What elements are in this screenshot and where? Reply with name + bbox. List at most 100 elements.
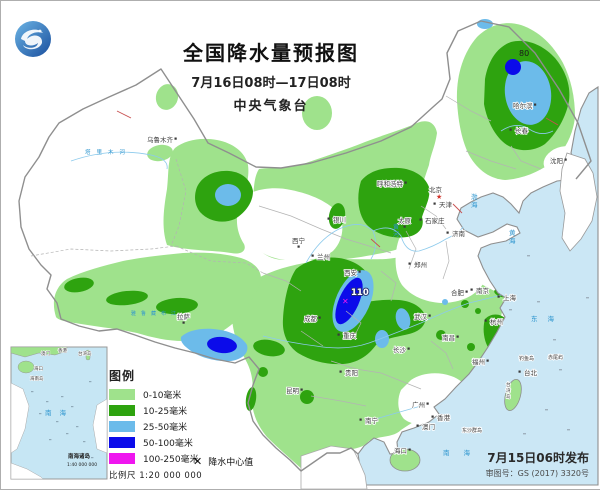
beijing-star-icon: ★: [436, 193, 442, 201]
inset-label-香港: 香港: [58, 347, 67, 354]
city-dot: [359, 418, 362, 421]
city-label-北京: 北京: [429, 185, 443, 194]
city-label-福州: 福州: [472, 357, 485, 366]
agency-name: 中央气象台: [233, 99, 309, 114]
taiwan-island: [504, 379, 522, 411]
city-dot: [318, 316, 321, 319]
inset-label-澳门: 澳门: [41, 350, 50, 357]
railway-lines: [116, 110, 559, 248]
city-dot: [534, 103, 537, 106]
city-dot: [419, 218, 422, 221]
inset-caption: 南海诸岛: [68, 452, 91, 460]
city-dot: [456, 335, 459, 338]
city-label-太原: 太原: [398, 216, 412, 225]
city-dot: [518, 370, 521, 373]
island-label-赤尾屿: 赤尾屿: [548, 354, 563, 361]
inset-label-海口: 海口: [34, 365, 43, 372]
city-label-香港: 香港: [437, 413, 451, 422]
city-label-拉萨: 拉萨: [177, 312, 191, 321]
sea-label-黄海: 黄海: [509, 228, 516, 245]
legend-label: 0-10毫米: [143, 391, 182, 401]
city-dot: [416, 424, 419, 427]
city-dot: [182, 321, 185, 324]
city-label-西安: 西安: [344, 268, 358, 277]
city-label-海口: 海口: [394, 446, 407, 455]
legend-swatch: [109, 405, 135, 416]
city-dot: [339, 370, 342, 373]
city-label-乌鲁木齐: 乌鲁木齐: [147, 135, 174, 144]
city-dot: [433, 202, 436, 205]
legend-swatch: [109, 389, 135, 400]
rain-center-symbol: ✕: [193, 455, 203, 468]
city-label-贵阳: 贵阳: [345, 368, 358, 377]
rain-center-mark: ✕: [342, 297, 349, 306]
legend-label: 10-25毫米: [143, 407, 188, 417]
legend-item: 25-50毫米: [109, 420, 199, 433]
inset-label-台湾岛: 台湾岛: [78, 350, 92, 357]
city-dot: [407, 347, 410, 350]
city-label-南宁: 南宁: [365, 416, 379, 425]
inset-scale: 1:40 000 000: [67, 462, 97, 468]
city-label-昆明: 昆明: [286, 387, 300, 395]
city-label-上海: 上海: [503, 293, 517, 302]
hainan-island: [389, 448, 421, 472]
city-label-台北: 台北: [524, 368, 538, 377]
city-label-兰州: 兰州: [317, 252, 330, 261]
inset-label-海南岛: 海南岛: [30, 375, 44, 382]
forecast-period: 7月16日08时—17日08时: [191, 76, 351, 91]
sea-label-东海: 东海: [531, 314, 564, 323]
legend-swatch: [109, 437, 135, 448]
city-dot: [470, 288, 473, 291]
rain-value-110: 110: [351, 288, 369, 298]
legend: 图例 0-10毫米 10-25毫米 25-50毫米 50-100毫米 100-250毫米: [109, 367, 199, 468]
city-dot: [408, 448, 411, 451]
legend-item: 50-100毫米: [109, 436, 199, 449]
sea-label-黄河: 黄河: [393, 223, 399, 239]
legend-item: 0-10毫米: [109, 388, 199, 401]
rivers: [70, 125, 554, 422]
city-dot: [564, 158, 567, 161]
city-dot: [358, 270, 361, 273]
page-title: 全国降水量预报图: [183, 41, 359, 65]
city-dot: [408, 262, 411, 265]
sea-label-塔里木河: 塔里木河: [85, 148, 131, 156]
rain-center-legend: ✕ 降水中心值: [193, 455, 253, 468]
rain-value-80: 80: [519, 49, 529, 58]
sea: [357, 85, 599, 486]
city-label-南昌: 南昌: [442, 333, 455, 342]
inset-sea-label: 南海: [45, 408, 74, 417]
island-label-钓鱼岛: 钓鱼岛: [519, 355, 534, 362]
city-label-杭州: 杭州: [490, 317, 503, 326]
city-dot: [465, 290, 468, 293]
legend-label: 50-100毫米: [143, 439, 193, 449]
city-dot: [403, 225, 406, 228]
rain-layer-blue: [207, 59, 521, 354]
city-label-石家庄: 石家庄: [425, 216, 445, 225]
inset-islets: [31, 381, 94, 459]
korea-peninsula: [559, 152, 598, 252]
city-dot: [446, 231, 449, 234]
city-label-济南: 济南: [452, 229, 466, 238]
title-block: 全国降水量预报图 7月16日08时—17日08时 中央气象台: [161, 37, 381, 114]
city-label-天津: 天津: [439, 201, 453, 209]
legend-swatch: [109, 453, 135, 464]
sea-label-雅鲁藏布江: 雅鲁藏布江: [131, 310, 181, 317]
legend-label: 100-250毫米: [143, 455, 199, 465]
city-labels: 乌鲁木齐哈尔滨长春沈阳呼和浩特北京★天津石家庄太原济南银川西宁兰州郑州西安合肥南…: [146, 100, 567, 456]
sea-label-渤海: 渤海: [471, 192, 478, 209]
legend-heading: 图例: [109, 369, 136, 383]
city-dot: [337, 333, 340, 336]
island-label-台湾岛: 台湾岛: [506, 381, 511, 400]
legend-item: 10-25毫米: [109, 404, 199, 417]
city-label-哈尔滨: 哈尔滨: [513, 101, 533, 110]
city-label-呼和浩特: 呼和浩特: [377, 179, 404, 188]
city-label-长沙: 长沙: [393, 345, 407, 354]
city-dot: [311, 254, 314, 257]
city-dot: [509, 128, 512, 131]
rain-center-label: 降水中心值: [208, 458, 254, 468]
city-label-成都: 成都: [304, 314, 318, 323]
